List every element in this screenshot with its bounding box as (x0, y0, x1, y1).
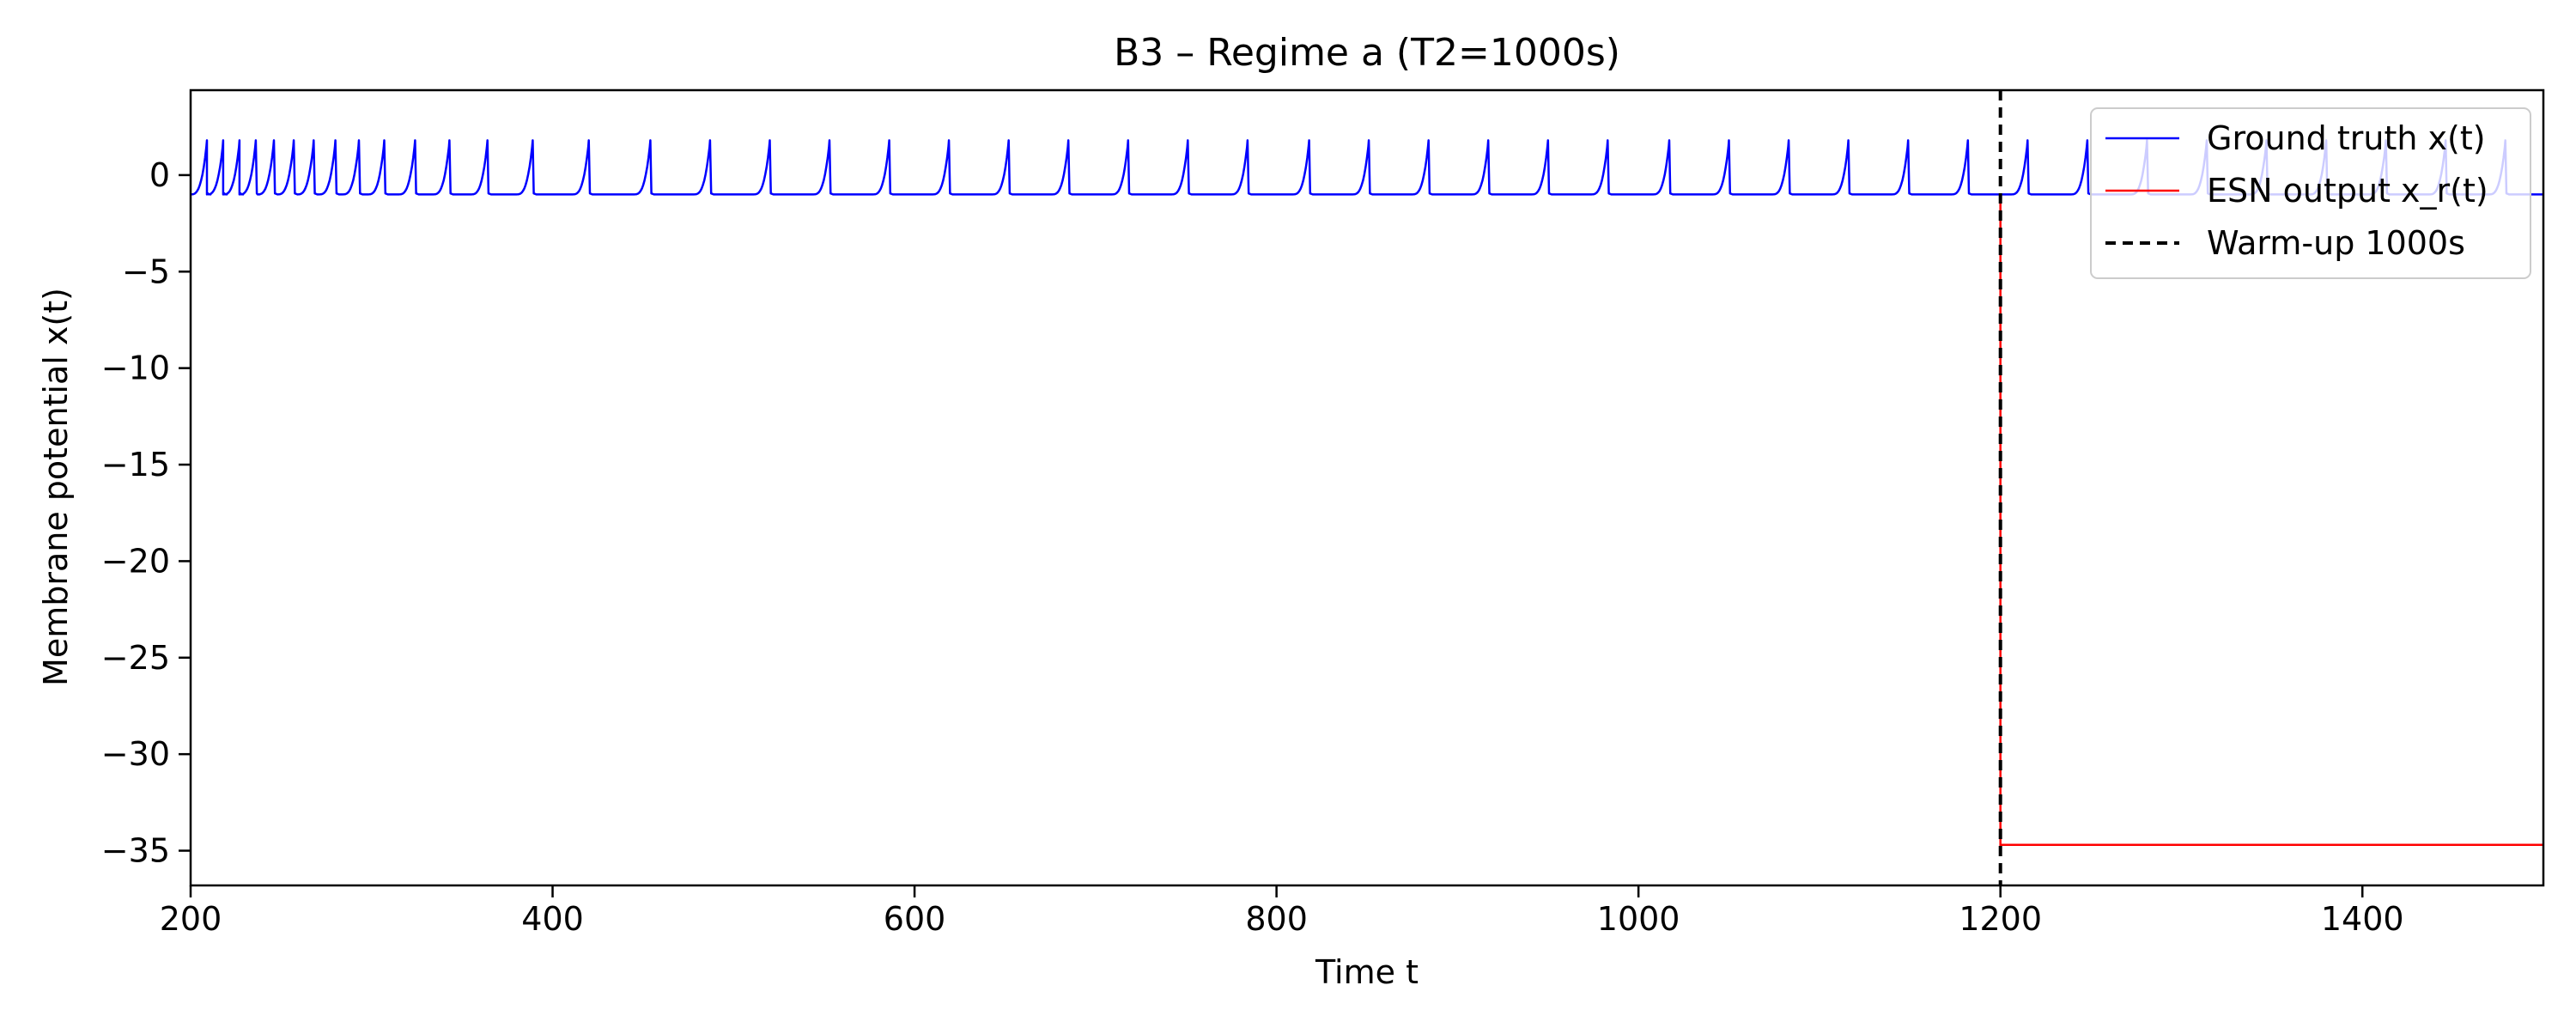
legend-label-warmup: Warm-up 1000s (2207, 224, 2465, 262)
x-axis-label: Time t (1315, 953, 1419, 991)
y-tick-label: −25 (101, 639, 170, 677)
y-axis-label: Membrane potential x(t) (37, 288, 75, 686)
y-tick-label: −10 (101, 350, 170, 387)
x-tick-label: 1400 (2321, 900, 2404, 938)
y-tick-label: −5 (122, 252, 170, 290)
x-tick-label: 800 (1245, 900, 1308, 938)
series-ground-truth-line (191, 139, 2543, 196)
x-tick-label: 1000 (1597, 900, 1680, 938)
axes-frame (189, 88, 2545, 887)
legend-label-ground-truth: Ground truth x(t) (2207, 119, 2486, 157)
series-esn-output-line (1999, 194, 2543, 847)
plot-area (189, 88, 2545, 887)
x-tick-label: 1200 (1959, 900, 2042, 938)
y-tick-label: −35 (101, 832, 170, 870)
x-tick-label: 200 (160, 900, 222, 938)
axis-ticks: 200 400 600 800 1000 1200 1400 0 −5 −10 −15 −20 −25 −… (101, 156, 2404, 938)
chart-title: B3 – Regime a (T2=1000s) (1114, 31, 1620, 75)
legend: Ground truth x(t) ESN output x_r(t) Warm… (2090, 107, 2531, 279)
y-tick-label: −20 (101, 542, 170, 580)
x-tick-label: 600 (884, 900, 946, 938)
y-tick-label: −30 (101, 735, 170, 773)
legend-label-esn-output: ESN output x_r(t) (2207, 172, 2488, 210)
legend-box (2090, 107, 2531, 279)
plot-series-group (191, 139, 2543, 847)
x-tick-label: 400 (521, 900, 584, 938)
y-tick-label: 0 (149, 156, 170, 194)
y-tick-label: −15 (101, 446, 170, 484)
